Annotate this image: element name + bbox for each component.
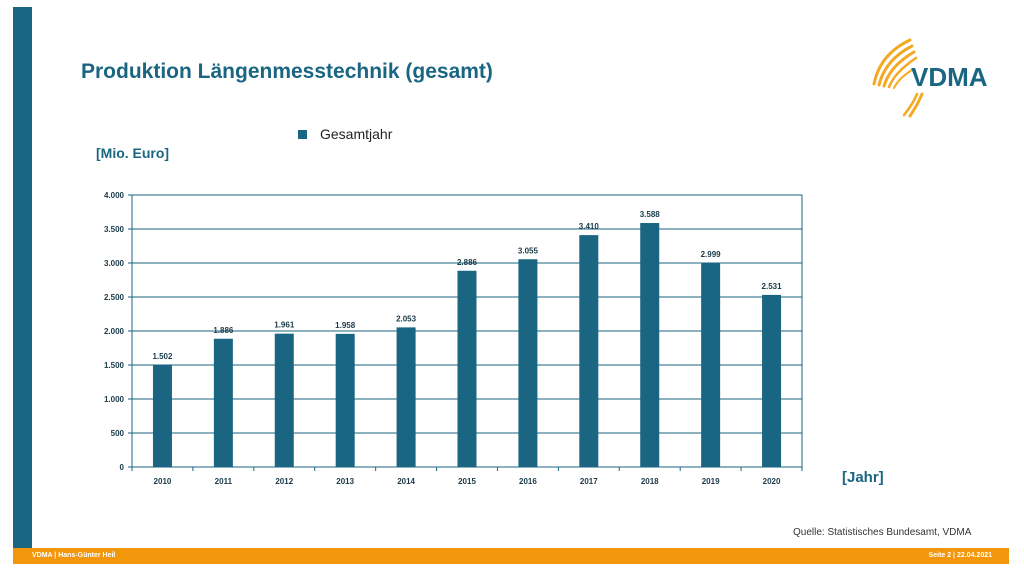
page-title: Produktion Längenmesstechnik (gesamt) bbox=[81, 60, 493, 83]
bar-data-label: 1.961 bbox=[274, 321, 295, 330]
footer-bar: VDMA | Hans-Günter Heil Seite 2 | 22.04.… bbox=[13, 548, 1009, 564]
logo-text: VDMA bbox=[911, 62, 988, 92]
bar bbox=[213, 338, 233, 467]
bar-data-label: 1.886 bbox=[213, 326, 234, 335]
left-accent-bar bbox=[13, 7, 32, 548]
chart-legend: Gesamtjahr bbox=[298, 126, 392, 142]
bar bbox=[457, 270, 477, 467]
bar bbox=[579, 235, 599, 467]
legend-label: Gesamtjahr bbox=[320, 126, 393, 142]
bar bbox=[152, 364, 172, 467]
x-tick-label: 2013 bbox=[336, 477, 354, 486]
footer-page-date: Seite 2 | 22.04.2021 bbox=[928, 552, 992, 559]
bar bbox=[640, 223, 660, 467]
bar-data-label: 3.588 bbox=[640, 210, 661, 219]
y-tick-label: 1.500 bbox=[104, 361, 125, 370]
vdma-logo: VDMA bbox=[866, 36, 996, 118]
y-tick-label: 2.500 bbox=[104, 293, 125, 302]
y-tick-label: 3.000 bbox=[104, 259, 125, 268]
x-tick-label: 2012 bbox=[275, 477, 293, 486]
x-tick-label: 2020 bbox=[763, 477, 781, 486]
x-tick-label: 2010 bbox=[154, 477, 172, 486]
y-tick-label: 1.000 bbox=[104, 395, 125, 404]
footer-author: VDMA | Hans-Günter Heil bbox=[32, 552, 116, 559]
source-note: Quelle: Statistisches Bundesamt, VDMA bbox=[793, 527, 972, 538]
y-tick-label: 500 bbox=[111, 429, 125, 438]
x-tick-label: 2017 bbox=[580, 477, 598, 486]
x-tick-label: 2016 bbox=[519, 477, 537, 486]
bar-data-label: 2.531 bbox=[762, 282, 783, 291]
bar bbox=[396, 327, 416, 467]
bar-data-label: 2.053 bbox=[396, 314, 417, 323]
x-axis-unit-label: [Jahr] bbox=[842, 469, 884, 486]
bar-data-label: 1.958 bbox=[335, 321, 356, 330]
y-tick-label: 0 bbox=[120, 463, 125, 472]
y-tick-label: 3.500 bbox=[104, 225, 125, 234]
logo-arcs-icon bbox=[872, 38, 924, 118]
x-tick-label: 2015 bbox=[458, 477, 476, 486]
bar bbox=[762, 294, 782, 467]
bar bbox=[518, 259, 538, 467]
bar-data-label: 2.999 bbox=[701, 250, 722, 259]
bar bbox=[335, 333, 355, 467]
legend-swatch bbox=[298, 129, 307, 139]
y-axis-unit-label: [Mio. Euro] bbox=[96, 145, 170, 161]
x-tick-label: 2019 bbox=[702, 477, 720, 486]
x-tick-label: 2018 bbox=[641, 477, 659, 486]
bar bbox=[701, 263, 721, 467]
y-tick-label: 2.000 bbox=[104, 327, 125, 336]
x-tick-label: 2014 bbox=[397, 477, 415, 486]
x-tick-label: 2011 bbox=[215, 477, 233, 486]
bar-data-label: 3.410 bbox=[579, 222, 600, 231]
bar bbox=[274, 333, 294, 467]
bar-data-label: 3.055 bbox=[518, 246, 539, 255]
bar-data-label: 1.502 bbox=[152, 352, 173, 361]
y-tick-label: 4.000 bbox=[104, 191, 125, 200]
bar-data-label: 2.886 bbox=[457, 258, 478, 267]
